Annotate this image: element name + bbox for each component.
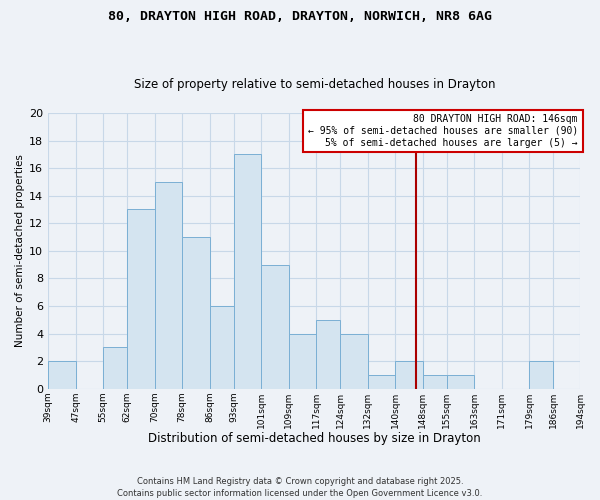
Bar [182,237,209,388]
X-axis label: Distribution of semi-detached houses by size in Drayton: Distribution of semi-detached houses by … [148,432,481,445]
Text: 80, DRAYTON HIGH ROAD, DRAYTON, NORWICH, NR8 6AG: 80, DRAYTON HIGH ROAD, DRAYTON, NORWICH,… [108,10,492,23]
Bar [368,375,395,388]
Bar [261,264,289,388]
Bar [103,348,127,389]
Title: Size of property relative to semi-detached houses in Drayton: Size of property relative to semi-detach… [134,78,495,91]
Bar [209,306,233,388]
Bar [155,182,182,388]
Bar [316,320,340,388]
Bar [529,361,553,388]
Bar [395,361,422,388]
Bar [48,361,76,388]
Bar [289,334,316,388]
Text: Contains HM Land Registry data © Crown copyright and database right 2025.
Contai: Contains HM Land Registry data © Crown c… [118,476,482,498]
Bar [127,210,155,388]
Bar [233,154,261,388]
Y-axis label: Number of semi-detached properties: Number of semi-detached properties [15,154,25,348]
Bar [422,375,446,388]
Bar [446,375,474,388]
Bar [340,334,368,388]
Text: 80 DRAYTON HIGH ROAD: 146sqm
← 95% of semi-detached houses are smaller (90)
5% o: 80 DRAYTON HIGH ROAD: 146sqm ← 95% of se… [308,114,578,148]
